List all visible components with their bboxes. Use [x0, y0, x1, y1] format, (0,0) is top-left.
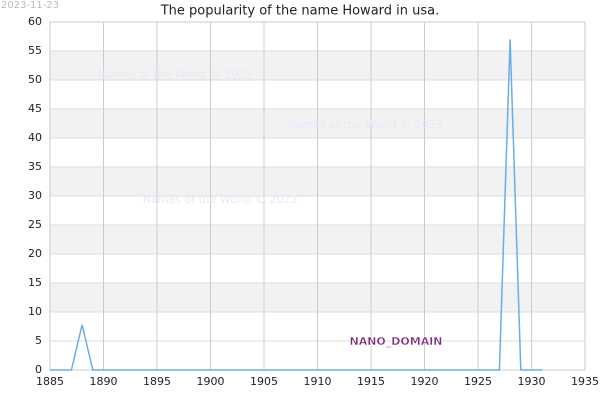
y-tick-label: 50	[28, 73, 42, 86]
data-line	[50, 39, 543, 371]
y-tick-label: 40	[28, 131, 42, 144]
y-tick-label: 60	[28, 15, 42, 28]
y-tick-label: 0	[35, 363, 42, 376]
nano-label: NANO_DOMAIN	[349, 335, 442, 348]
watermark: Names of the World © 2023	[143, 193, 298, 206]
y-tick-label: 35	[28, 160, 42, 173]
x-tick-label: 1910	[304, 375, 332, 388]
x-tick-label: 1890	[90, 375, 118, 388]
y-tick-label: 30	[28, 189, 42, 202]
x-tick-label: 1915	[357, 375, 385, 388]
y-tick-label: 10	[28, 305, 42, 318]
x-tick-label: 1925	[464, 375, 492, 388]
x-tick-label: 1885	[36, 375, 64, 388]
y-tick-label: 5	[35, 334, 42, 347]
x-tick-label: 1935	[571, 375, 599, 388]
x-tick-label: 1895	[143, 375, 171, 388]
date-stamp: 2023-11-23	[1, 0, 59, 11]
x-tick-label: 1930	[518, 375, 546, 388]
y-tick-label: 45	[28, 102, 42, 115]
x-tick-label: 1920	[411, 375, 439, 388]
y-tick-label: 55	[28, 44, 42, 57]
y-tick-label: 25	[28, 218, 42, 231]
x-tick-label: 1900	[197, 375, 225, 388]
watermark: Names of the World © 2023	[288, 118, 443, 131]
x-tick-label: 1905	[250, 375, 278, 388]
chart-title: The popularity of the name Howard in usa…	[160, 4, 440, 19]
y-tick-label: 15	[28, 276, 42, 289]
y-tick-label: 20	[28, 247, 42, 260]
watermark: Names of the World © 2023	[98, 68, 253, 81]
